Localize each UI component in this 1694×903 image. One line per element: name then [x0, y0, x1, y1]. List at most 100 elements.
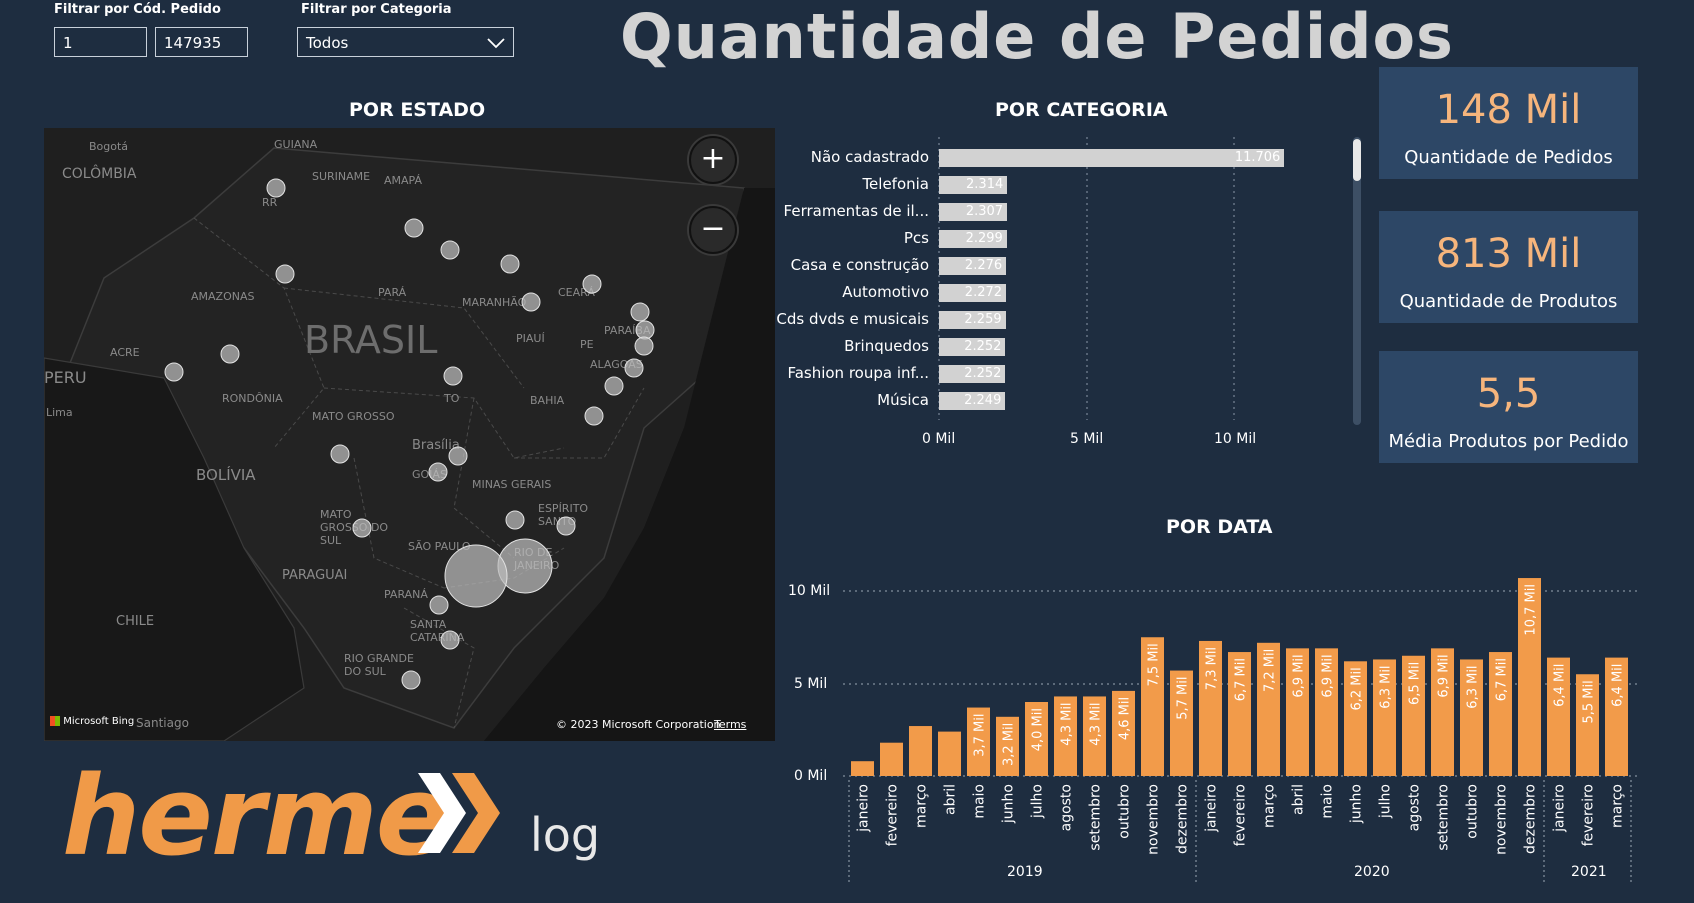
date-bar: [1054, 696, 1077, 776]
bing-label: Microsoft Bing: [63, 716, 135, 727]
state-bubble: [444, 544, 508, 608]
map-label: CHILE: [116, 614, 155, 629]
date-y-tick: 10 Mil: [788, 583, 831, 599]
date-bar: [1460, 659, 1483, 776]
category-x-tick: 0 Mil: [922, 431, 956, 447]
month-label: dezembro: [1523, 784, 1539, 854]
map-label: AMAPÁ: [384, 174, 422, 187]
logo-x-icon: [418, 773, 500, 853]
state-bubble: [429, 595, 449, 615]
date-bar: [1315, 648, 1338, 776]
date-bar-value: 4,6 Mil: [1118, 697, 1133, 740]
date-bar: [1547, 657, 1570, 776]
date-bar-value: 6,5 Mil: [1408, 662, 1423, 705]
month-label: fevereiro: [1581, 784, 1597, 846]
date-y-tick: 5 Mil: [794, 676, 828, 692]
date-bar-value: 5,5 Mil: [1582, 680, 1597, 723]
category-bar[interactable]: [939, 338, 1006, 356]
date-bar-value: 4,3 Mil: [1089, 702, 1104, 745]
category-x-tick: 10 Mil: [1214, 431, 1257, 447]
state-bubble: [634, 336, 654, 356]
month-label: fevereiro: [1233, 784, 1249, 846]
order-max-input[interactable]: 147935: [155, 27, 248, 57]
state-bubble: [630, 302, 650, 322]
map-label: PERU: [44, 368, 87, 387]
category-bar-value: 2.272: [964, 285, 1003, 300]
category-bar-value: 11.706: [1234, 150, 1281, 165]
date-bar: [967, 707, 990, 776]
category-bar-value: 2.307: [965, 204, 1004, 219]
category-scrollbar[interactable]: [1353, 137, 1361, 425]
zoom-out-button[interactable]: −: [689, 206, 737, 254]
month-label: março: [1610, 784, 1626, 828]
category-label: Telefonia: [862, 175, 929, 193]
zoom-in-button[interactable]: +: [689, 136, 737, 184]
kpi-products-card: 813 Mil Quantidade de Produtos: [1379, 211, 1638, 323]
map-label: PARANÁ: [384, 588, 428, 601]
category-bar[interactable]: [939, 176, 1008, 194]
state-bubble: [330, 444, 350, 464]
category-bar[interactable]: [939, 284, 1007, 302]
state-bubble: [604, 376, 624, 396]
category-label: Casa e construção: [790, 256, 929, 274]
month-label: janeiro: [856, 784, 872, 833]
category-label: Pcs: [903, 229, 929, 247]
date-bar: [851, 761, 874, 776]
date-y-tick: 0 Mil: [794, 768, 828, 784]
date-bar-value: 3,7 Mil: [973, 714, 988, 757]
date-bar-value: 4,3 Mil: [1060, 702, 1075, 745]
year-label: 2021: [1571, 864, 1607, 880]
date-bar-value: 7,5 Mil: [1147, 643, 1162, 686]
order-code-filter-label: Filtrar por Cód. Pedido: [54, 2, 221, 17]
month-label: março: [914, 784, 930, 828]
date-bar: [1257, 642, 1280, 776]
category-filter-label: Filtrar por Categoria: [301, 2, 452, 17]
category-bar[interactable]: [939, 392, 1006, 410]
category-bar-value: 2.252: [964, 339, 1002, 354]
category-bar-value: 2.252: [964, 366, 1002, 381]
category-bar-value: 2.314: [966, 177, 1004, 192]
date-bar: [1025, 702, 1048, 776]
page-title: Quantidade de Pedidos: [620, 0, 1454, 73]
map-label: MINAS GERAIS: [472, 478, 552, 491]
map-label: SURINAME: [312, 170, 371, 183]
map-label: PARÁ: [378, 286, 407, 299]
state-bubble: [635, 320, 655, 340]
month-label: agosto: [1059, 784, 1075, 831]
state-map[interactable]: Bogotá COLÔMBIA GUIANA SURINAME AMAPÁ RR…: [44, 128, 775, 741]
category-bar[interactable]: [939, 257, 1007, 275]
map-label: BRASIL: [304, 318, 438, 362]
state-bubble: [440, 630, 460, 650]
category-label: Música: [877, 391, 929, 409]
map-label: ACRE: [110, 346, 140, 359]
map-label: RONDÔNIA: [222, 392, 283, 405]
kpi-orders-card: 148 Mil Quantidade de Pedidos: [1379, 67, 1638, 179]
logo-suffix: log: [530, 808, 601, 862]
state-bubble: [266, 178, 286, 198]
order-min-input[interactable]: 1: [54, 27, 147, 57]
kpi-caption: Quantidade de Pedidos: [1404, 147, 1613, 168]
category-bar-value: 2.249: [964, 393, 1002, 408]
map-label: BAHIA: [530, 394, 565, 407]
date-bar-value: 6,2 Mil: [1350, 667, 1365, 710]
map-label: Lima: [46, 406, 73, 419]
category-bar[interactable]: [939, 149, 1285, 167]
state-bubble: [582, 274, 602, 294]
date-chart-title: POR DATA: [1166, 516, 1273, 538]
map-label: PARAGUAI: [282, 568, 348, 583]
date-bar: [1112, 690, 1135, 776]
category-bar[interactable]: [939, 230, 1007, 248]
date-bar-value: 7,2 Mil: [1263, 649, 1278, 692]
map-terms-link[interactable]: Terms: [714, 718, 747, 731]
kpi-average-card: 5,5 Média Produtos por Pedido: [1379, 351, 1638, 463]
category-bar[interactable]: [939, 311, 1006, 329]
category-scrollbar-thumb[interactable]: [1353, 139, 1361, 181]
map-copyright: © 2023 Microsoft Corporation: [556, 718, 721, 731]
date-bar: [1402, 655, 1425, 776]
category-bar[interactable]: [939, 203, 1008, 221]
category-label: Brinquedos: [844, 337, 929, 355]
date-bar: [1141, 637, 1164, 776]
state-bubble: [521, 292, 541, 312]
category-bar[interactable]: [939, 365, 1006, 383]
category-dropdown[interactable]: Todos: [297, 27, 514, 57]
